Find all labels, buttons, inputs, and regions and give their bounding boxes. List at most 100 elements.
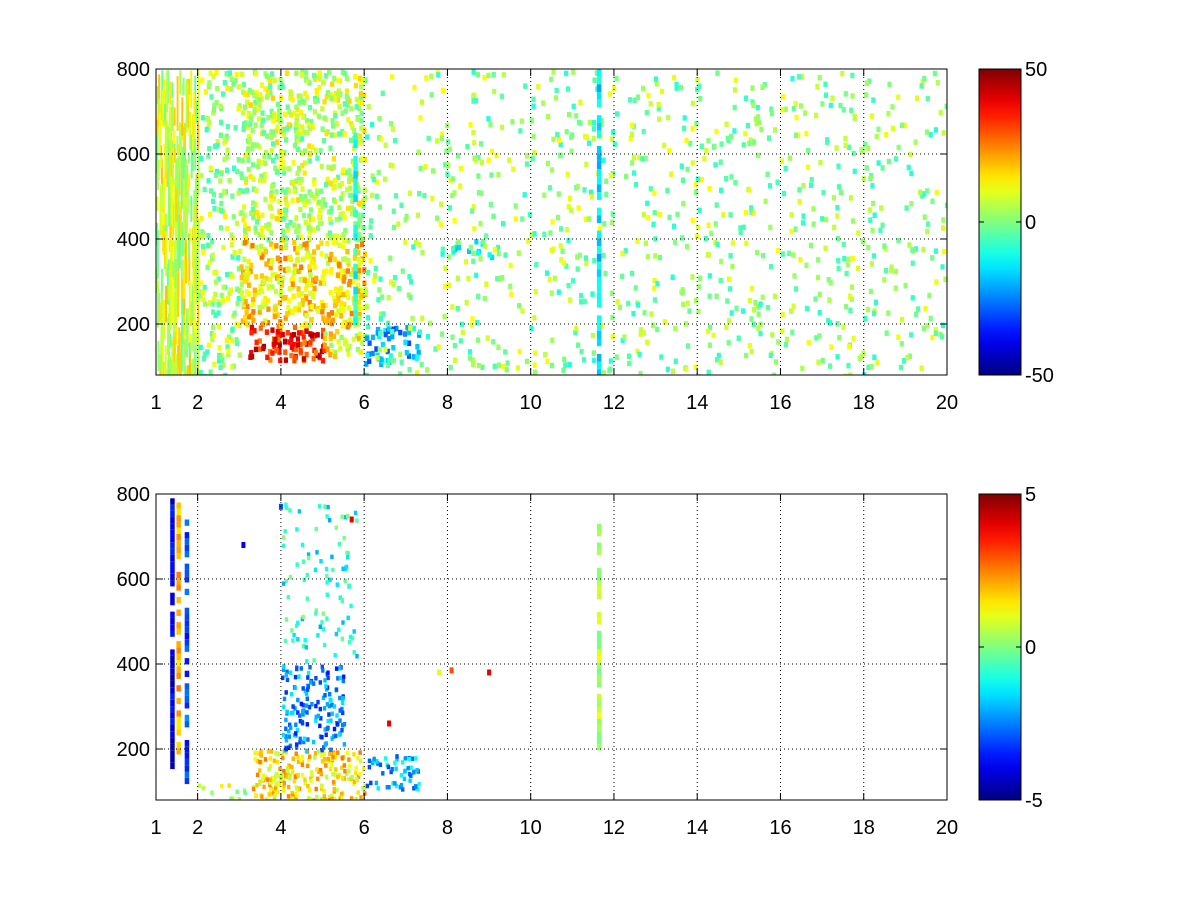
heatmap-cell — [294, 745, 299, 750]
heatmap-cell — [495, 244, 501, 251]
heatmap-cell — [284, 717, 288, 723]
heatmap-cell — [237, 322, 242, 329]
heatmap-cell — [342, 301, 347, 308]
heatmap-cell — [297, 330, 302, 336]
heatmap-cell — [361, 225, 366, 231]
heatmap-cell — [336, 722, 340, 727]
heatmap-cell — [327, 703, 332, 709]
heatmap-cell — [278, 291, 283, 298]
heatmap-cell — [652, 278, 657, 284]
heatmap-cell — [306, 322, 312, 329]
heatmap-cell — [163, 144, 166, 158]
heatmap-cell — [890, 104, 895, 110]
heatmap-cell — [214, 70, 219, 76]
heatmap-cell — [252, 92, 257, 99]
heatmap-cell — [398, 329, 403, 336]
heatmap-cell — [393, 193, 399, 199]
heatmap-cell — [268, 264, 273, 271]
heatmap-cell — [922, 191, 927, 197]
heatmap-cell — [673, 358, 678, 364]
heatmap-cell — [296, 176, 301, 183]
heatmap-cell — [313, 567, 318, 573]
heatmap-cell — [714, 128, 719, 135]
heatmap-cell — [496, 362, 501, 368]
heatmap-cell — [507, 157, 512, 163]
heatmap-cell — [225, 344, 230, 350]
heatmap-cell — [235, 340, 240, 347]
heatmap-streak-cell — [184, 632, 190, 640]
heatmap-cell — [472, 140, 477, 146]
y-tick-label: 200 — [117, 314, 150, 336]
heatmap-cell — [173, 107, 176, 126]
heatmap-cell — [227, 290, 232, 296]
heatmap-cell — [310, 124, 315, 130]
heatmap-cell — [863, 315, 868, 322]
heatmap-cell — [416, 149, 421, 156]
heatmap-cell — [370, 334, 376, 341]
heatmap-cell — [773, 359, 779, 365]
heatmap-cell — [439, 135, 444, 142]
heatmap-cell — [347, 757, 351, 762]
x-tick-label: 14 — [686, 817, 708, 839]
heatmap-cell — [444, 148, 449, 154]
heatmap-cell — [175, 301, 178, 345]
heatmap-cell — [281, 535, 286, 540]
heatmap-cell — [581, 357, 587, 363]
heatmap-cell — [338, 595, 342, 600]
heatmap-cell — [210, 336, 215, 343]
heatmap-cell — [281, 216, 286, 222]
heatmap-cell — [332, 726, 337, 732]
heatmap-cell — [336, 339, 341, 345]
heatmap-cell — [283, 267, 288, 273]
heatmap-cell — [367, 340, 372, 346]
heatmap-cell — [399, 202, 404, 209]
heatmap-cell — [355, 777, 359, 782]
heatmap-cell — [758, 330, 763, 337]
heatmap-cell — [276, 273, 281, 280]
heatmap-cell — [173, 147, 176, 163]
heatmap-cell — [566, 204, 571, 210]
heatmap-cell — [316, 308, 321, 315]
heatmap-cell — [267, 258, 272, 264]
heatmap-cell — [548, 230, 553, 236]
heatmap-cell — [344, 340, 349, 346]
heatmap-cell — [254, 244, 259, 251]
heatmap-cell — [808, 242, 813, 249]
heatmap-streak-cell — [353, 225, 358, 233]
heatmap-cell — [165, 369, 168, 375]
heatmap-cell — [643, 155, 648, 161]
heatmap-cell — [584, 161, 589, 168]
heatmap-cell — [306, 198, 311, 205]
heatmap-cell — [273, 272, 278, 278]
heatmap-cell — [312, 332, 317, 339]
heatmap-cell — [678, 84, 683, 91]
heatmap-cell — [190, 195, 193, 222]
heatmap-cell — [870, 227, 875, 234]
heatmap-cell — [259, 753, 264, 758]
heatmap-cell — [246, 152, 251, 158]
heatmap-cell — [501, 72, 506, 78]
heatmap-cell — [360, 236, 365, 243]
heatmap-cell — [288, 722, 292, 728]
heatmap-cell — [476, 250, 481, 256]
heatmap-cell — [320, 106, 325, 112]
heatmap-cell — [609, 290, 615, 296]
heatmap-cell — [274, 790, 278, 795]
heatmap-cell — [160, 145, 163, 158]
heatmap-cell — [554, 87, 559, 94]
heatmap-cell — [549, 167, 555, 173]
heatmap-cell — [311, 289, 316, 296]
heatmap-cell — [199, 215, 204, 222]
heatmap-cell — [914, 246, 919, 252]
heatmap-cell — [496, 344, 501, 350]
heatmap-cell — [368, 233, 373, 239]
heatmap-cell — [733, 77, 738, 84]
heatmap-cell — [330, 702, 334, 708]
heatmap-cell — [656, 105, 661, 112]
heatmap-cell — [311, 216, 316, 223]
heatmap-cell — [307, 189, 312, 195]
heatmap-cell — [359, 292, 364, 299]
heatmap-cell — [474, 239, 479, 245]
heatmap-cell — [443, 161, 448, 168]
heatmap-cell — [307, 125, 312, 131]
